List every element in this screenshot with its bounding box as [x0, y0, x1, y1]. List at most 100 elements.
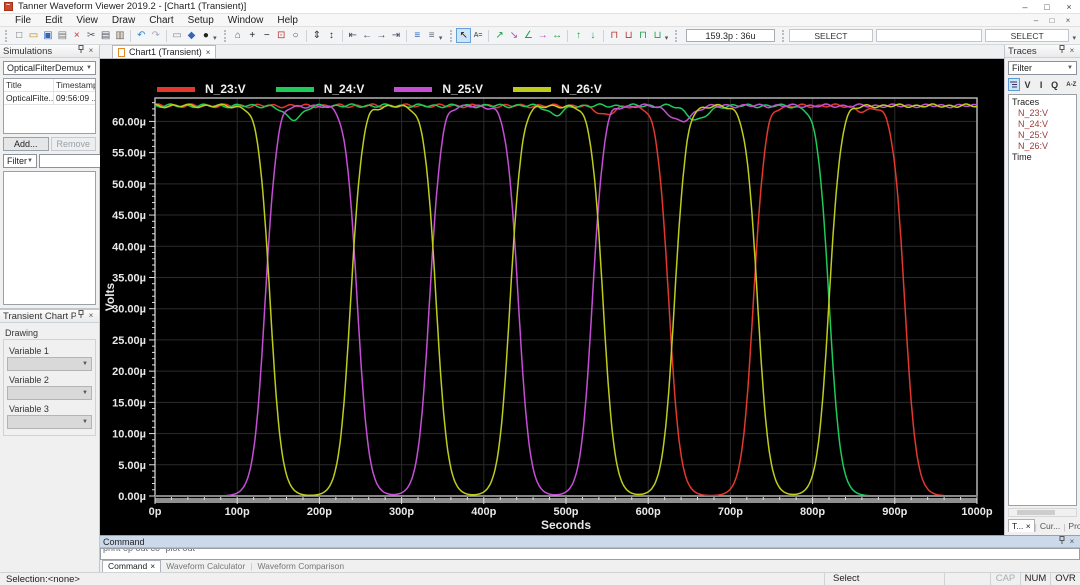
mdi-minimize-button[interactable]: – — [1033, 15, 1039, 25]
render-icon[interactable]: ◆ — [187, 30, 196, 41]
column-header-timestamp[interactable]: Timestamp — [56, 80, 95, 90]
close-icon[interactable]: × — [88, 46, 94, 55]
cut-icon[interactable]: ✂ — [86, 30, 96, 41]
charge-icon[interactable]: Q — [1051, 79, 1059, 90]
column-header-title[interactable]: Title — [4, 79, 54, 91]
zoom-region-icon[interactable]: ⊡ — [276, 30, 286, 41]
pan-left-icon[interactable]: ← — [362, 30, 373, 41]
menu-draw[interactable]: Draw — [111, 14, 136, 26]
dock-tab-cursors[interactable]: Cur... — [1039, 521, 1061, 531]
delete-icon[interactable]: × — [73, 30, 80, 41]
menu-chart[interactable]: Chart — [149, 14, 174, 26]
mdi-close-button[interactable]: × — [1065, 15, 1071, 25]
waveform-trace-N_25-V[interactable] — [155, 103, 977, 496]
pin-icon[interactable] — [76, 310, 86, 322]
voltage-icon[interactable]: V — [1024, 79, 1031, 90]
tree-view-icon[interactable] — [1008, 78, 1020, 91]
compress-vertical-icon[interactable]: ↕ — [328, 30, 334, 41]
simulations-table[interactable]: Title Timestamp OpticalFilte... 09:56:09… — [3, 78, 96, 134]
slope-icon[interactable]: ∠ — [523, 30, 533, 41]
simulation-dataset-combobox[interactable]: OpticalFilterDemux ▼ — [3, 61, 96, 75]
measurement-combobox-empty[interactable] — [876, 29, 982, 42]
expand-vertical-icon[interactable]: ⇕ — [312, 30, 322, 41]
home-icon[interactable]: ⌂ — [234, 30, 241, 41]
paste-icon[interactable]: ▥ — [115, 30, 125, 41]
pin-icon[interactable] — [1057, 535, 1067, 548]
zoom-in-icon[interactable]: + — [249, 30, 256, 41]
dock-tab-properties[interactable]: Pro... — [1068, 521, 1080, 531]
overlay-traces-icon[interactable]: ≡ — [428, 30, 435, 41]
chart-canvas[interactable]: N_23:V N_24:V N_25:V N_26:V 0p 100p 200p 300p 4… — [100, 59, 1004, 535]
sort-az-icon[interactable]: A-Z — [1066, 81, 1077, 88]
pin-icon[interactable] — [76, 45, 86, 57]
new-file-icon[interactable]: □ — [16, 30, 23, 41]
menu-view[interactable]: View — [76, 14, 98, 26]
fall-time-icon[interactable]: ↘ — [509, 30, 519, 41]
crossing-icon[interactable]: ↔ — [552, 30, 563, 41]
menu-setup[interactable]: Setup — [187, 14, 214, 26]
traces-filter-combobox[interactable]: Filter ▼ — [1008, 61, 1077, 75]
tab-command[interactable]: Command × — [102, 560, 162, 572]
pulse-high-icon[interactable]: ⊓ — [610, 30, 619, 41]
measurement-combobox-select[interactable]: SELECT — [984, 29, 1070, 42]
print-preview-icon[interactable]: ▤ — [57, 30, 68, 41]
zoom-out-icon[interactable]: − — [263, 30, 270, 41]
horizontal-scrollbar[interactable] — [1008, 508, 1077, 517]
save-icon[interactable]: ▣ — [43, 30, 53, 41]
pulse-low-icon[interactable]: ⊔ — [624, 30, 633, 41]
tab-close-icon[interactable]: × — [150, 561, 156, 571]
trace-list-item[interactable]: N_24:V — [1018, 119, 1049, 129]
trace-list-time-item[interactable]: Time — [1012, 152, 1032, 162]
window-minimize-button[interactable]: – — [1022, 2, 1028, 12]
delay-icon[interactable]: → — [537, 30, 548, 41]
pan-last-icon[interactable]: ⇥ — [391, 30, 401, 41]
stack-traces-icon[interactable]: ≡ — [414, 30, 421, 41]
close-icon[interactable]: × — [1069, 536, 1075, 546]
waveform-plot[interactable]: 0p 100p 200p 300p 400p 500p 600p 700p 800p 900p 10… — [100, 59, 1004, 535]
menu-edit[interactable]: Edit — [45, 14, 63, 26]
toolbar-overflow-icon[interactable]: ▾ — [664, 35, 669, 42]
open-file-icon[interactable]: ▭ — [28, 30, 39, 41]
menu-window[interactable]: Window — [227, 14, 264, 26]
trace-list-item[interactable]: N_26:V — [1018, 141, 1049, 151]
tab-waveform-comparison[interactable]: Waveform Comparison — [257, 561, 345, 571]
pan-first-icon[interactable]: ⇤ — [348, 30, 357, 41]
tab-waveform-calculator[interactable]: Waveform Calculator — [166, 561, 246, 571]
mdi-restore-button[interactable]: □ — [1049, 15, 1055, 25]
menu-file[interactable]: File — [15, 14, 32, 26]
measurement-combobox-select[interactable]: SELECT — [788, 29, 874, 42]
select-cursor-icon[interactable]: ↖ — [456, 28, 471, 43]
rise-time-icon[interactable]: ↗ — [495, 30, 504, 41]
arrow-down-icon[interactable]: ↓ — [590, 30, 596, 41]
toolbar-overflow-icon[interactable]: ▾ — [213, 35, 217, 42]
waveform-trace-N_26-V[interactable] — [155, 103, 977, 496]
redo-icon[interactable]: ↷ — [151, 30, 160, 41]
dock-tab-traces[interactable]: T... × — [1008, 519, 1035, 532]
menu-help[interactable]: Help — [277, 14, 298, 26]
simulations-list[interactable] — [3, 171, 96, 305]
annotation-icon[interactable]: A= — [473, 32, 483, 39]
close-icon[interactable]: × — [1069, 46, 1075, 55]
trace-list-item[interactable]: N_25:V — [1018, 130, 1049, 140]
waveform-trace-N_24-V[interactable] — [155, 103, 977, 496]
period-high-icon[interactable]: ⊓ — [639, 30, 647, 41]
current-icon[interactable]: I — [1039, 79, 1043, 90]
print-icon[interactable]: ▭ — [172, 30, 182, 41]
toolbar-overflow-icon[interactable]: ▾ — [1072, 35, 1076, 42]
window-maximize-button[interactable]: □ — [1044, 2, 1050, 12]
undo-icon[interactable]: ↶ — [137, 30, 146, 41]
pan-right-icon[interactable]: → — [376, 30, 387, 41]
add-button[interactable]: Add... — [3, 137, 49, 151]
trace-list-root[interactable]: Traces — [1012, 97, 1040, 107]
arrow-up-icon[interactable]: ↑ — [576, 30, 581, 41]
filter-type-combobox[interactable]: Filter ▼ — [3, 154, 37, 168]
trace-list-item[interactable]: N_23:V — [1018, 108, 1049, 118]
zoom-fit-icon[interactable]: ○ — [292, 30, 299, 41]
trace-list[interactable]: Traces N_23:V N_24:V N_25:V N_26:V Time — [1008, 94, 1077, 506]
pin-icon[interactable] — [1057, 45, 1067, 57]
chart-document-tab[interactable]: Chart1 (Transient) × — [112, 45, 217, 58]
table-row[interactable]: OpticalFilte... 09:56:09 ... — [4, 92, 95, 105]
period-low-icon[interactable]: ⊔ — [653, 30, 662, 41]
window-close-button[interactable]: × — [1066, 2, 1072, 12]
tab-close-icon[interactable]: × — [205, 47, 211, 57]
